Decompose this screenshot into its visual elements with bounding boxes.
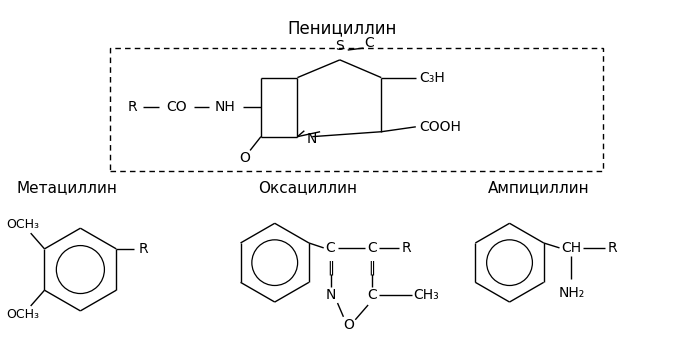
Text: R: R xyxy=(128,100,138,114)
Text: NH₂: NH₂ xyxy=(558,286,584,300)
Text: N: N xyxy=(307,132,317,146)
Text: CO: CO xyxy=(166,100,186,114)
Text: NH: NH xyxy=(215,100,236,114)
Text: R: R xyxy=(608,241,618,255)
Text: OCH₃: OCH₃ xyxy=(6,308,40,321)
Text: R: R xyxy=(139,242,149,256)
Text: O: O xyxy=(343,318,354,332)
Text: Пенициллин: Пенициллин xyxy=(287,19,396,37)
Text: CH: CH xyxy=(561,241,581,255)
Text: ‖: ‖ xyxy=(368,260,376,275)
Text: ‖: ‖ xyxy=(327,260,334,275)
Text: S: S xyxy=(336,39,344,53)
Text: C: C xyxy=(367,241,377,255)
Text: C₃H: C₃H xyxy=(419,70,445,85)
Text: C: C xyxy=(365,36,374,50)
Text: Метациллин: Метациллин xyxy=(16,180,117,195)
Text: COOH: COOH xyxy=(419,120,460,134)
Text: R: R xyxy=(402,241,411,255)
Text: O: O xyxy=(239,151,250,165)
Text: OCH₃: OCH₃ xyxy=(6,218,40,231)
Text: Оксациллин: Оксациллин xyxy=(258,180,357,195)
Text: N: N xyxy=(325,288,336,302)
Text: C: C xyxy=(367,288,377,302)
Text: CH₃: CH₃ xyxy=(413,288,439,302)
Text: Ампициллин: Ампициллин xyxy=(488,180,590,195)
Text: C: C xyxy=(326,241,336,255)
